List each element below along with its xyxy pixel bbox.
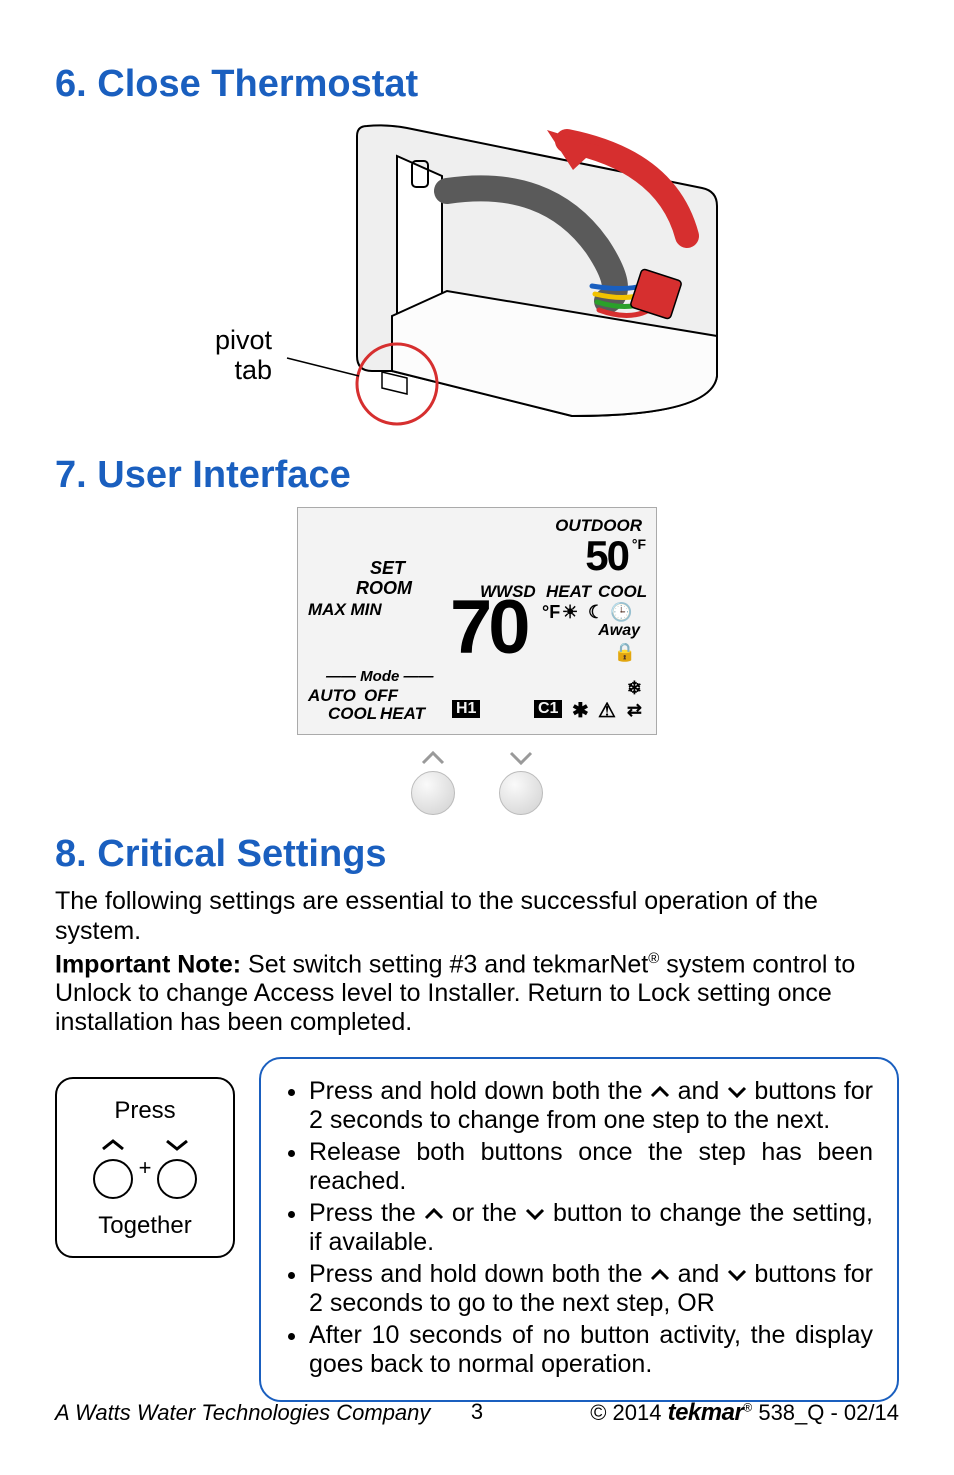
thermostat-down-button[interactable] bbox=[497, 749, 545, 815]
lcd-main-unit: °F bbox=[542, 602, 560, 623]
lcd-display: OUTDOOR 50 °F SET ROOM MAX MIN WWSD HEAT… bbox=[297, 507, 657, 735]
footer-brand: tekmar bbox=[668, 1399, 744, 1426]
page-footer: A Watts Water Technologies Company 3 © 2… bbox=[55, 1399, 899, 1427]
lcd-outdoor-value: 50 bbox=[585, 532, 628, 580]
t: Press and hold down both the bbox=[309, 1077, 650, 1105]
chevron-down-icon bbox=[727, 1085, 747, 1099]
lcd-outdoor-unit: °F bbox=[632, 536, 646, 552]
critical-note: Important Note: Set switch setting #3 an… bbox=[55, 950, 899, 1037]
footer-suffix: 538_Q - 02/14 bbox=[752, 1400, 899, 1425]
lcd-cool2: COOL bbox=[328, 704, 377, 724]
footer-right: © 2014 tekmar® 538_Q - 02/14 bbox=[590, 1399, 899, 1427]
footer-page-number: 3 bbox=[471, 1399, 483, 1425]
critical-intro: The following settings are essential to … bbox=[55, 886, 899, 946]
moon-icon: ☾ bbox=[588, 602, 604, 623]
t: Press and hold down both the bbox=[309, 1260, 650, 1288]
heading-8: 8. Critical Settings bbox=[55, 833, 899, 876]
lcd-room: ROOM bbox=[356, 578, 412, 599]
instruction-2: Release both buttons once the step has b… bbox=[309, 1138, 873, 1197]
plus-icon: + bbox=[139, 1155, 152, 1181]
transfer-icon: ⇄ bbox=[627, 700, 642, 721]
fan-icon: ✱ bbox=[572, 698, 589, 723]
lcd-heat: HEAT bbox=[546, 582, 591, 602]
together-label: Together bbox=[67, 1212, 223, 1240]
pivot-label-line2: tab bbox=[235, 355, 273, 385]
lcd-heat2: HEAT bbox=[380, 704, 425, 724]
chevron-down-icon bbox=[727, 1268, 747, 1282]
chevron-down-icon bbox=[164, 1138, 190, 1152]
press-together-box: Press + Together bbox=[55, 1077, 235, 1258]
lock-icon: 🔒 bbox=[614, 642, 636, 663]
figure-user-interface: OUTDOOR 50 °F SET ROOM MAX MIN WWSD HEAT… bbox=[55, 507, 899, 815]
instruction-1: Press and hold down both the and buttons… bbox=[309, 1077, 873, 1136]
press-label: Press bbox=[67, 1097, 223, 1125]
chevron-up-icon bbox=[424, 1207, 444, 1221]
lcd-main-temp: 70 bbox=[450, 590, 527, 666]
instructions-box: Press and hold down both the and buttons… bbox=[259, 1057, 899, 1402]
down-button-graphic bbox=[157, 1159, 197, 1199]
snow-icon: ❄ bbox=[627, 678, 642, 699]
thermostat-illustration bbox=[247, 116, 767, 436]
lcd-c1: C1 bbox=[534, 700, 562, 718]
lcd-off: OFF bbox=[364, 686, 398, 706]
lcd-away: Away bbox=[598, 622, 640, 640]
chevron-up-icon bbox=[650, 1268, 670, 1282]
lcd-auto: AUTO bbox=[308, 686, 356, 706]
heading-6: 6. Close Thermostat bbox=[55, 63, 899, 106]
lcd-cool: COOL bbox=[598, 582, 647, 602]
t: and bbox=[670, 1260, 727, 1288]
note-body-a: Set switch setting #3 and tekmarNet bbox=[241, 950, 648, 978]
t: or the bbox=[444, 1199, 525, 1227]
chevron-down-icon bbox=[525, 1207, 545, 1221]
footer-reg: ® bbox=[743, 1401, 752, 1415]
chevron-up-icon bbox=[100, 1138, 126, 1152]
sun-icon: ☀ bbox=[562, 602, 578, 623]
lcd-maxmin: MAX MIN bbox=[308, 600, 382, 620]
lcd-h1: H1 bbox=[452, 700, 480, 718]
t: Press the bbox=[309, 1199, 424, 1227]
thermostat-up-button[interactable] bbox=[409, 749, 457, 815]
footer-copyright: © 2014 bbox=[590, 1400, 667, 1425]
note-sup: ® bbox=[648, 950, 659, 967]
instruction-4: Press and hold down both the and buttons… bbox=[309, 1260, 873, 1319]
lcd-set: SET bbox=[370, 558, 405, 579]
instruction-5: After 10 seconds of no button activity, … bbox=[309, 1321, 873, 1380]
chevron-up-icon bbox=[650, 1085, 670, 1099]
instruction-3: Press the or the button to change the se… bbox=[309, 1199, 873, 1258]
lcd-mode-label: —— Mode —— bbox=[326, 668, 434, 685]
heading-7: 7. User Interface bbox=[55, 454, 899, 497]
pivot-label-line1: pivot bbox=[215, 325, 272, 355]
chevron-down-icon bbox=[508, 750, 534, 766]
up-button-graphic bbox=[93, 1159, 133, 1199]
footer-company: A Watts Water Technologies Company bbox=[55, 1400, 430, 1426]
figure-close-thermostat: pivot tab bbox=[55, 116, 899, 436]
chevron-up-icon bbox=[420, 750, 446, 766]
clock-icon: 🕒 bbox=[610, 602, 632, 623]
note-prefix: Important Note: bbox=[55, 950, 241, 978]
warn-icon: ⚠ bbox=[598, 698, 616, 723]
t: and bbox=[670, 1077, 727, 1105]
